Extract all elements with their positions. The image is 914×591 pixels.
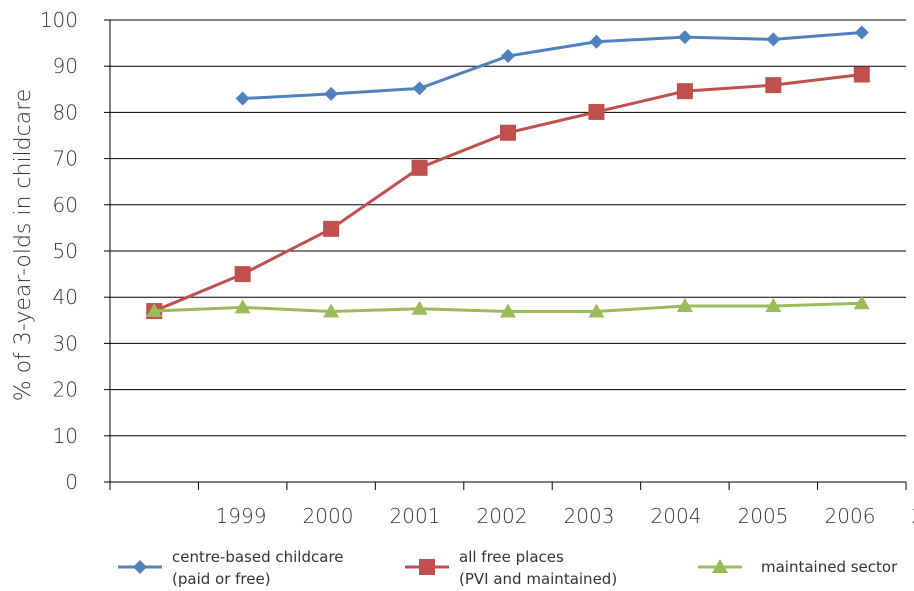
legend-label: all free places: [459, 548, 564, 566]
y-axis-label: % of 3-year-olds in childcare: [11, 89, 36, 402]
legend-item-2: maintained sector: [698, 558, 898, 576]
y-tick-label: 90: [53, 54, 78, 78]
y-tick-label: 70: [53, 147, 78, 171]
series-group: [146, 25, 870, 320]
x-tick-label: 2005: [738, 504, 789, 528]
square-marker: [765, 77, 782, 94]
square-marker: [411, 159, 428, 176]
triangle-marker: [712, 559, 728, 573]
y-tick-label: 40: [53, 285, 78, 309]
diamond-marker: [412, 81, 427, 96]
square-marker: [419, 559, 435, 575]
triangle-marker: [234, 299, 251, 314]
axes: [104, 19, 907, 490]
x-tick-label: 2000: [303, 504, 354, 528]
x-tick-label: 2004: [651, 504, 702, 528]
gridlines: [110, 19, 906, 437]
diamond-marker: [854, 25, 869, 40]
triangle-marker: [765, 297, 782, 312]
series-2: [146, 295, 870, 318]
triangle-marker: [323, 303, 340, 318]
diamond-marker: [589, 34, 604, 49]
square-marker: [588, 103, 605, 120]
series-line: [242, 30, 862, 101]
series-0: [235, 25, 869, 106]
x-tick-label: 2006: [825, 504, 876, 528]
x-tick-label: 2001: [390, 504, 441, 528]
y-tick-label: 60: [53, 193, 78, 217]
diamond-marker: [766, 32, 781, 47]
triangle-marker: [411, 300, 428, 315]
y-tick-label: 50: [53, 239, 78, 263]
diamond-marker: [324, 86, 339, 101]
legend-label: (paid or free): [172, 570, 271, 588]
x-axis-ticks: 1999 2000 2001 2002 2003 2004 2005 2006 2007: [216, 504, 914, 528]
series-line: [153, 73, 862, 313]
x-tick-label: 2002: [477, 504, 528, 528]
legend: centre-based childcare (paid or free) all …: [118, 548, 898, 588]
triangle-marker: [146, 303, 163, 318]
square-marker: [676, 83, 693, 100]
y-axis-ticks: 0 10 20 30 40 50 60 70 80 90 100: [40, 8, 78, 494]
x-tick-label: 2007: [912, 504, 914, 528]
square-marker: [323, 220, 340, 237]
triangle-marker: [676, 297, 693, 312]
legend-item-0: centre-based childcare (paid or free): [118, 548, 344, 588]
x-tick-label: 1999: [216, 504, 267, 528]
diamond-marker: [133, 560, 147, 574]
y-tick-label: 80: [53, 100, 78, 124]
series-1: [146, 66, 870, 320]
triangle-marker: [500, 303, 516, 318]
y-tick-label: 0: [65, 470, 78, 494]
diamond-marker: [501, 49, 515, 64]
y-tick-label: 100: [40, 8, 78, 32]
triangle-marker: [588, 303, 605, 318]
y-tick-label: 20: [53, 378, 78, 402]
square-marker: [500, 124, 516, 141]
y-tick-label: 30: [53, 331, 78, 355]
triangle-marker: [853, 295, 870, 310]
legend-label: centre-based childcare: [172, 548, 344, 566]
diamond-marker: [677, 30, 692, 45]
legend-item-1: all free places (PVI and maintained): [405, 548, 617, 588]
x-tick-label: 2003: [564, 504, 615, 528]
square-marker: [234, 266, 251, 283]
legend-label: (PVI and maintained): [459, 570, 617, 588]
diamond-marker: [235, 91, 250, 106]
legend-label: maintained sector: [761, 558, 898, 576]
y-tick-label: 10: [53, 424, 78, 448]
square-marker: [853, 66, 870, 83]
